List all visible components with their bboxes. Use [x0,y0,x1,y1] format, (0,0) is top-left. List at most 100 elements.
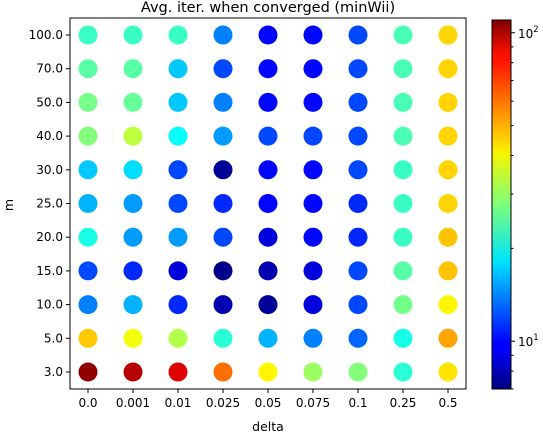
x-tick-label: 0.5 [438,396,457,410]
data-point [303,25,323,45]
data-point [78,126,98,146]
data-point [78,194,98,213]
data-point [258,328,278,348]
data-point [213,227,233,247]
data-point [168,362,188,382]
data-point [78,328,98,348]
data-point [168,92,188,112]
data-point [213,59,233,79]
x-axis-label: delta [252,419,284,433]
data-point [258,362,278,382]
data-point [303,295,323,315]
data-point [348,261,368,281]
x-ticks: 0.0 0.001 0.01 0.025 0.05 0.075 0.1 0.25 0.5 [78,389,458,410]
data-point [438,160,458,180]
data-point [168,261,188,281]
data-point [393,194,413,213]
data-point [393,328,413,348]
y-tick-label: 20.0 [36,230,63,244]
y-tick-label: 70.0 [36,62,63,76]
data-point [258,261,278,281]
y-tick-label: 3.0 [44,365,63,379]
x-tick-label: 0.0 [78,396,97,410]
data-point [123,25,143,45]
colorbar-tick-label: 102 [518,25,539,41]
y-tick-label: 30.0 [36,163,63,177]
data-point [303,227,323,247]
data-point [348,194,368,213]
data-point [213,160,233,180]
data-point [348,92,368,112]
data-point [393,160,413,180]
y-axis-label: m [1,199,16,211]
data-point [213,261,233,281]
data-point [123,295,143,315]
x-tick-label: 0.075 [296,396,330,410]
x-tick-label: 0.025 [206,396,240,410]
data-point [123,261,143,281]
data-point [168,126,188,146]
data-point [348,126,368,146]
data-point [438,92,458,112]
data-point [348,328,368,348]
data-point [303,261,323,281]
data-point [393,362,413,382]
data-point [168,160,188,180]
y-tick-label: 15.0 [36,264,63,278]
data-point [438,227,458,247]
data-point [438,328,458,348]
data-point [168,194,188,213]
data-point [78,227,98,247]
data-point [438,362,458,382]
colorbar-tick-label: 101 [518,333,539,349]
data-point [78,261,98,281]
data-point [258,59,278,79]
data-point [348,25,368,45]
data-point [393,261,413,281]
data-point [393,295,413,315]
data-point [258,227,278,247]
data-point [123,92,143,112]
data-point [258,295,278,315]
y-tick-label: 25.0 [36,197,63,211]
data-point [78,92,98,112]
data-point [78,160,98,180]
data-point [303,328,323,348]
data-point [213,25,233,45]
data-point [168,59,188,79]
data-point [438,295,458,315]
data-point [348,160,368,180]
colorbar-ticks: 101 102 [511,25,539,390]
points-layer [78,25,458,382]
colorbar [491,19,512,390]
data-point [303,126,323,146]
data-point [168,25,188,45]
y-ticks: 3.0 5.0 10.0 15.0 20.0 25.0 30.0 40.0 50.0 70.0 10… [29,28,70,379]
data-point [213,328,233,348]
x-tick-label: 0.1 [348,396,367,410]
data-point [393,92,413,112]
data-point [78,362,98,382]
data-point [303,194,323,213]
data-point [258,194,278,213]
data-point [258,160,278,180]
x-tick-label: 0.01 [165,396,192,410]
data-point [123,160,143,180]
data-point [438,25,458,45]
chart-title: Avg. iter. when converged (minWii) [141,0,395,16]
data-point [168,227,188,247]
data-point [123,328,143,348]
y-tick-label: 10.0 [36,298,63,312]
data-point [123,194,143,213]
y-tick-label: 40.0 [36,129,63,143]
y-tick-label: 100.0 [29,28,63,42]
data-point [303,160,323,180]
data-point [438,126,458,146]
data-point [78,295,98,315]
data-point [213,295,233,315]
data-point [213,362,233,382]
data-point [123,59,143,79]
data-point [168,328,188,348]
